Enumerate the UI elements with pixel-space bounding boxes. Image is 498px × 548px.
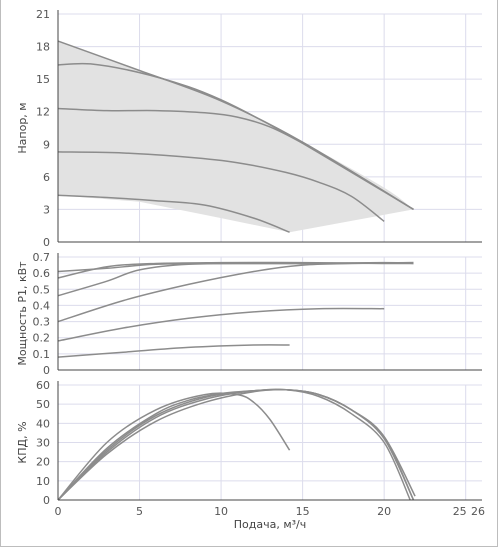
- power-curve: [57, 261, 414, 297]
- y-tick-label: 21: [36, 8, 50, 21]
- x-axis-title: Подача, м³/ч: [234, 518, 307, 531]
- head-curve: [57, 151, 385, 222]
- head-curve: [57, 194, 290, 233]
- x-tick-label: 25: [453, 505, 467, 518]
- power-curve: [57, 344, 290, 358]
- y-tick-label: 50: [36, 398, 50, 411]
- y-tick-label: 10: [36, 475, 50, 488]
- y-tick-label: 0.3: [33, 316, 51, 329]
- x-tick-label: 10: [214, 505, 228, 518]
- x-tick-label: 20: [377, 505, 391, 518]
- y-tick-label: 3: [43, 203, 50, 216]
- power-curve: [57, 307, 385, 342]
- y-tick-label: 0: [43, 364, 50, 377]
- efficiency-curve: [57, 392, 291, 501]
- x-tick-label: 5: [136, 505, 143, 518]
- y-tick-label: 0: [43, 236, 50, 249]
- y-axis-title: Мощность P1, кВт: [16, 261, 29, 366]
- y-tick-label: 0.2: [33, 332, 51, 345]
- efficiency-curve: [57, 388, 415, 501]
- y-tick-label: 0.5: [33, 283, 51, 296]
- power-curve: [57, 261, 414, 323]
- head-curve: [57, 107, 414, 211]
- y-tick-label: 60: [36, 379, 50, 392]
- x-tick-label: 0: [55, 505, 62, 518]
- y-axis-title: КПД, %: [16, 421, 29, 463]
- y-tick-label: 30: [36, 437, 50, 450]
- operating-range-area: [58, 41, 414, 233]
- y-tick-label: 40: [36, 417, 50, 430]
- y-tick-label: 18: [36, 41, 50, 54]
- y-tick-label: 0.7: [33, 251, 51, 264]
- y-tick-label: 12: [36, 106, 50, 119]
- y-tick-label: 0: [43, 494, 50, 507]
- y-tick-label: 6: [43, 171, 50, 184]
- y-axis-title: Напор, м: [16, 102, 29, 153]
- axis-layer: [57, 10, 482, 501]
- power-curve: [57, 261, 414, 279]
- y-tick-label: 0.1: [33, 348, 51, 361]
- y-tick-label: 9: [43, 138, 50, 151]
- x-tick-label: 26: [471, 505, 485, 518]
- y-tick-label: 0.4: [33, 299, 51, 312]
- y-tick-label: 0.6: [33, 267, 51, 280]
- label-layer: 0 3 6 9 12 15 18 21 Напор, м 0 0.1 0.2 0.3 0.4 0.5 0.6 0…: [16, 8, 485, 531]
- y-tick-label: 20: [36, 456, 50, 469]
- y-tick-label: 15: [36, 73, 50, 86]
- envelope-layer: [58, 41, 414, 233]
- curve-layer: [57, 40, 416, 501]
- x-tick-label: 15: [296, 505, 310, 518]
